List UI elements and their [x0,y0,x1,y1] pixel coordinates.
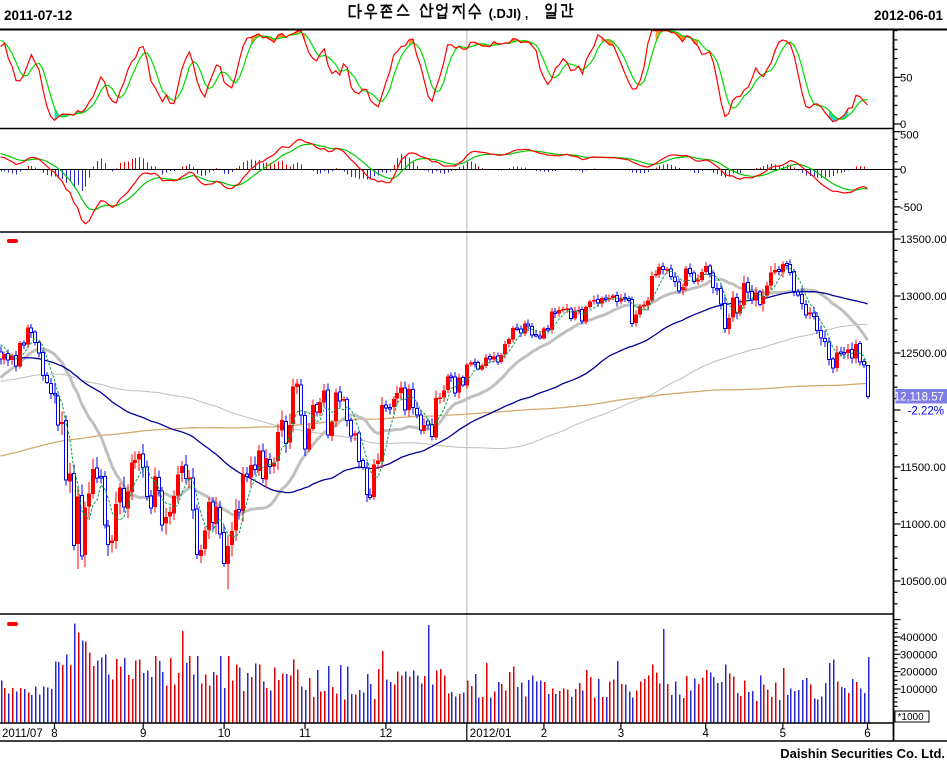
svg-text:3: 3 [618,728,624,740]
svg-text:12: 12 [380,728,393,740]
svg-text:2012/01: 2012/01 [470,728,512,740]
svg-text:11500.00: 11500.00 [900,462,946,474]
svg-text:Daishin Securities Co. Ltd.: Daishin Securities Co. Ltd. [780,746,945,761]
svg-text:2012-06-01: 2012-06-01 [874,8,944,23]
svg-text:6: 6 [864,728,870,740]
svg-text:-500: -500 [900,202,922,214]
svg-text:13500.00: 13500.00 [900,234,947,246]
svg-text:2011/07: 2011/07 [2,728,43,740]
svg-text:*1000: *1000 [898,712,925,723]
svg-text:12,118.57: 12,118.57 [894,392,944,404]
svg-text:11000.00: 11000.00 [900,519,946,531]
svg-text:0: 0 [900,164,906,176]
svg-text:13000.00: 13000.00 [900,291,947,303]
svg-text:(.DJI) ,: (.DJI) , [489,6,529,21]
svg-text:300000: 300000 [900,649,937,661]
svg-text:8: 8 [51,728,57,740]
svg-text:4: 4 [702,728,709,740]
svg-text:400000: 400000 [900,632,937,644]
svg-text:11: 11 [299,728,311,740]
svg-text:2: 2 [541,728,547,740]
svg-text:100000: 100000 [900,684,937,696]
svg-text:2011-07-12: 2011-07-12 [4,8,72,23]
svg-text:-2.22%: -2.22% [908,406,944,418]
svg-text:10500.00: 10500.00 [900,576,947,588]
svg-text:10: 10 [218,728,231,740]
svg-text:9: 9 [140,728,146,740]
svg-text:50: 50 [900,72,912,84]
svg-text:5: 5 [780,728,786,740]
svg-text:500: 500 [900,130,919,142]
svg-text:12500.00: 12500.00 [900,348,947,360]
svg-text:200000: 200000 [900,667,937,679]
